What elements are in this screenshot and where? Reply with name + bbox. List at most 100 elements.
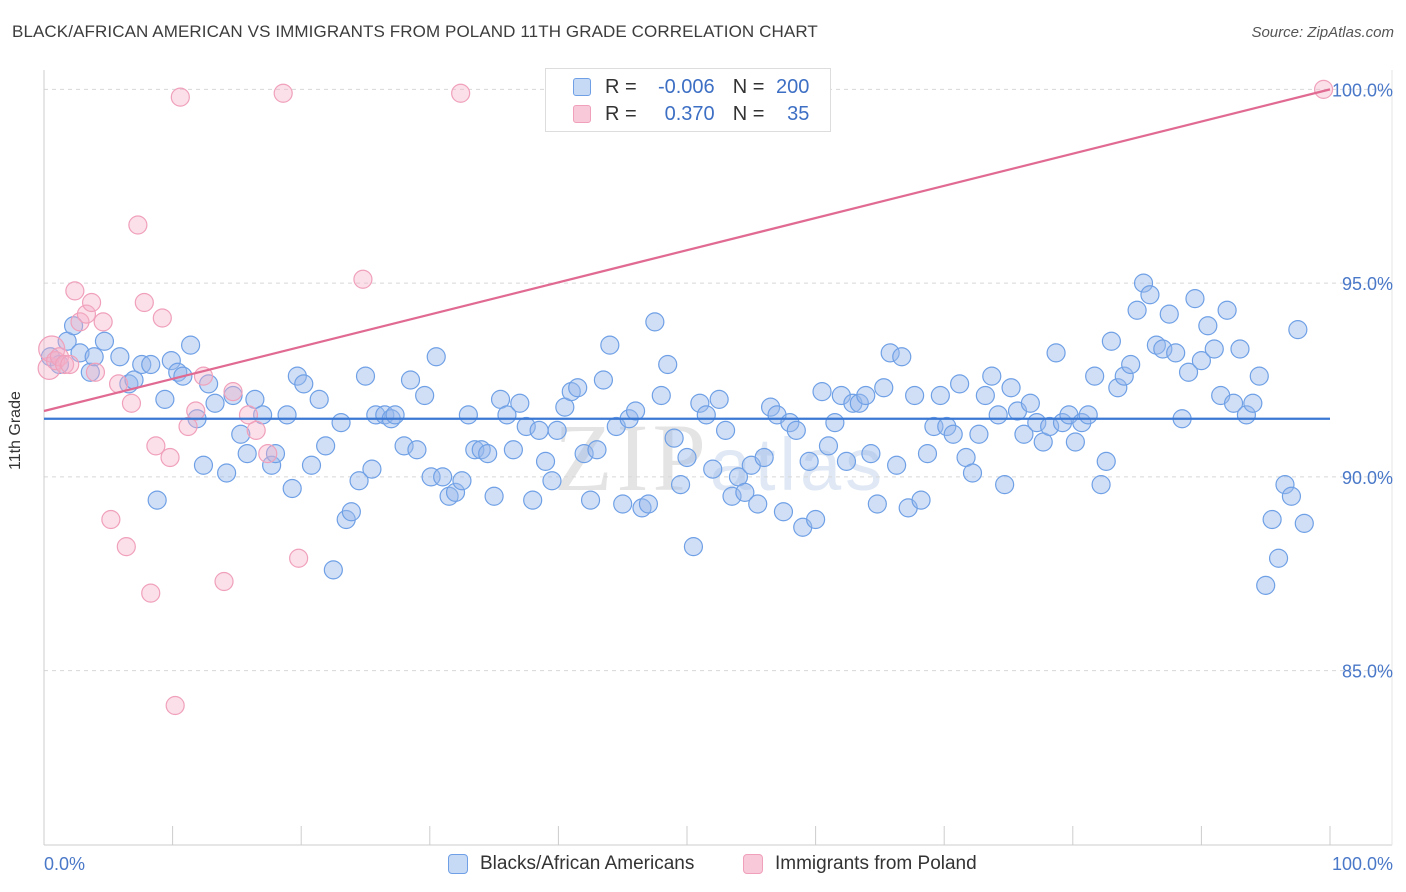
- black-african-american-point: [94, 331, 115, 351]
- black-african-american-point: [237, 444, 257, 464]
- black-african-american-point: [1014, 424, 1034, 444]
- black-african-american-point: [316, 436, 336, 456]
- black-african-american-point: [394, 436, 414, 456]
- black-african-american-point: [1166, 343, 1186, 363]
- poland-immigrant-point: [121, 393, 142, 413]
- poland-immigrant-point: [128, 215, 148, 235]
- black-african-american-point: [355, 366, 376, 386]
- black-african-american-point: [861, 444, 881, 464]
- black-african-american-point: [301, 455, 322, 475]
- black-african-american-point: [1223, 393, 1244, 413]
- x-tick-label: 0.0%: [44, 854, 85, 874]
- black-african-american-point: [1140, 285, 1160, 305]
- legend-row-pink: R = 0.370 N = 35: [546, 101, 809, 127]
- poland-immigrant-point: [178, 416, 198, 437]
- poland-immigrant-point: [116, 537, 136, 557]
- n-value: 200: [776, 75, 810, 98]
- black-african-american-point: [625, 401, 646, 421]
- black-african-american-point: [147, 490, 167, 510]
- black-african-american-point: [1121, 354, 1141, 375]
- black-african-american-point: [349, 471, 369, 491]
- black-african-american-point: [937, 416, 957, 437]
- black-african-american-point: [1040, 416, 1060, 437]
- black-african-american-point: [651, 385, 671, 406]
- pink-legend-swatch: [743, 854, 763, 874]
- black-african-american-point: [1153, 339, 1173, 359]
- black-african-american-point: [80, 362, 100, 382]
- r-value: -0.006: [657, 75, 715, 98]
- poland-immigrant-point: [246, 420, 266, 440]
- black-african-american-point: [1275, 475, 1295, 495]
- black-african-american-point: [587, 440, 607, 460]
- black-african-american-point: [1001, 378, 1021, 398]
- black-african-american-point: [799, 451, 819, 471]
- poland-immigrant-point: [152, 308, 172, 328]
- black-african-american-point: [1185, 289, 1205, 309]
- r-value: 0.370: [664, 102, 715, 125]
- black-african-american-point: [385, 405, 405, 425]
- black-african-american-point: [323, 560, 343, 580]
- y-tick-label: 95.0%: [1342, 274, 1393, 294]
- black-african-american-point: [1294, 513, 1314, 533]
- poland-immigrant-point: [146, 436, 166, 456]
- poland-immigrant-point: [451, 83, 471, 103]
- poland-immigrant-point: [85, 362, 106, 382]
- black-african-american-point: [722, 486, 742, 506]
- black-african-american-point: [523, 490, 543, 510]
- black-african-american-point: [638, 494, 659, 514]
- black-african-american-point: [1230, 339, 1250, 359]
- poland-immigrant-point: [273, 83, 293, 103]
- black-african-american-point: [887, 455, 907, 475]
- black-african-american-point: [703, 459, 723, 479]
- black-african-american-point: [1127, 300, 1147, 320]
- stats-legend: R = -0.006 N = 200 R = 0.370 N = 35: [545, 68, 831, 132]
- black-african-american-point: [911, 490, 931, 510]
- black-african-american-point: [510, 393, 530, 413]
- poland-immigrant-point: [134, 292, 154, 313]
- black-african-american-point: [452, 471, 472, 491]
- poland-immigrant-point: [70, 312, 90, 332]
- black-african-american-point: [542, 471, 562, 491]
- black-african-american-point: [84, 347, 104, 367]
- black-african-american-point: [825, 413, 845, 433]
- black-african-american-point: [874, 378, 894, 398]
- black-african-american-point: [1108, 378, 1128, 398]
- black-african-american-point: [141, 354, 161, 375]
- poland-immigrant-point: [170, 87, 190, 107]
- y-tick-label: 90.0%: [1342, 468, 1393, 488]
- black-african-american-point: [1178, 362, 1199, 382]
- black-african-american-point: [982, 366, 1002, 386]
- black-african-american-point: [690, 393, 710, 413]
- black-african-american-point: [1114, 366, 1134, 386]
- poland-immigrant-point: [353, 269, 373, 289]
- black-african-american-point: [1046, 343, 1066, 363]
- black-african-american-point: [277, 405, 297, 425]
- black-african-american-point: [943, 424, 963, 444]
- black-african-american-point: [867, 494, 887, 514]
- black-african-american-point: [786, 420, 806, 440]
- black-african-american-point: [880, 343, 900, 363]
- black-african-american-point: [193, 455, 214, 475]
- black-african-american-point: [516, 416, 536, 437]
- bottom-legend-pink: Immigrants from Poland: [743, 850, 977, 878]
- black-african-american-point: [760, 397, 781, 417]
- black-african-american-point: [529, 420, 549, 440]
- black-african-american-point: [1288, 320, 1308, 340]
- black-african-american-point: [331, 413, 351, 433]
- black-african-american-point: [988, 405, 1008, 425]
- pink-trend-line: [43, 88, 1331, 413]
- black-african-american-point: [231, 424, 251, 444]
- black-african-american-point: [1204, 339, 1224, 359]
- black-african-american-point: [217, 463, 237, 483]
- black-african-american-point: [1262, 509, 1282, 530]
- poland-immigrant-point: [81, 292, 102, 313]
- poland-immigrant-point: [1313, 79, 1334, 99]
- n-value: 35: [787, 102, 810, 125]
- black-african-american-point: [709, 389, 729, 409]
- y-tick-label: 85.0%: [1342, 662, 1393, 682]
- black-african-american-point: [161, 351, 181, 371]
- black-african-american-point: [664, 428, 684, 448]
- poland-immigrant-point: [141, 583, 161, 603]
- bottom-legend-blue: Blacks/African Americans: [448, 850, 694, 878]
- black-african-american-point: [574, 444, 594, 464]
